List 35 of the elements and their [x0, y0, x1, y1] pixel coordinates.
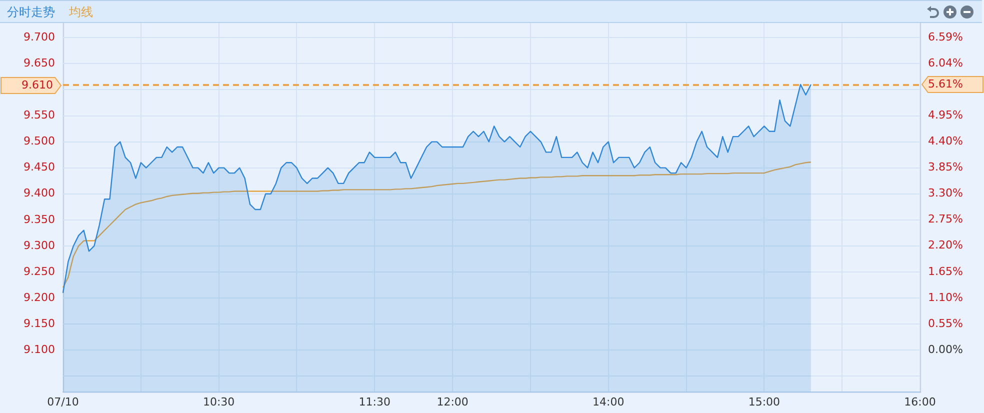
x-tick-label: 14:00 — [592, 395, 624, 408]
ref-line-label: 9.610 — [22, 78, 53, 92]
y2-tick-label: 4.95% — [928, 108, 963, 122]
y2-tick-label: 3.30% — [928, 186, 963, 200]
y-tick-label: 9.200 — [24, 290, 55, 304]
y-tick-label: 9.650 — [24, 56, 55, 70]
y-tick-label: 9.150 — [24, 316, 55, 330]
y-tick-label: 9.100 — [24, 342, 55, 356]
text: 分时走势 — [7, 4, 55, 21]
x-tick-label: 07/10 — [47, 395, 79, 408]
y2-tick-label: 2.75% — [928, 212, 963, 226]
x-tick-label: 11:30 — [358, 395, 390, 408]
y2-tick-label: 1.10% — [928, 290, 963, 304]
y2-tick-label: 0.00% — [928, 342, 963, 356]
y2-tick-label: 6.04% — [928, 56, 963, 70]
y2-tick-label: 6.59% — [928, 30, 963, 44]
y-tick-label: 9.700 — [24, 30, 55, 44]
text: 均线 — [69, 4, 93, 21]
x-tick-label: 10:30 — [202, 395, 235, 408]
y2-tick-label: 4.40% — [928, 134, 963, 148]
x-tick-label: 15:00 — [748, 395, 780, 408]
y2-tick-label: 1.65% — [928, 264, 963, 278]
y-tick-label: 9.300 — [24, 238, 55, 252]
y2-tick-label: 3.85% — [928, 160, 963, 174]
y2-tick-label: 2.20% — [928, 238, 963, 252]
y-tick-label: 9.550 — [24, 108, 55, 122]
y2-tick-label: 0.55% — [928, 316, 963, 330]
y-tick-label: 9.250 — [24, 264, 55, 278]
y-tick-label: 9.400 — [24, 186, 55, 200]
y-tick-label: 9.500 — [24, 134, 55, 148]
y-tick-label: 9.450 — [24, 160, 55, 174]
x-tick-label: 16:00 — [904, 395, 936, 408]
ref-line-label: 5.61% — [928, 77, 963, 90]
x-tick-label: 12:00 — [436, 395, 468, 408]
y-tick-label: 9.350 — [24, 212, 55, 226]
